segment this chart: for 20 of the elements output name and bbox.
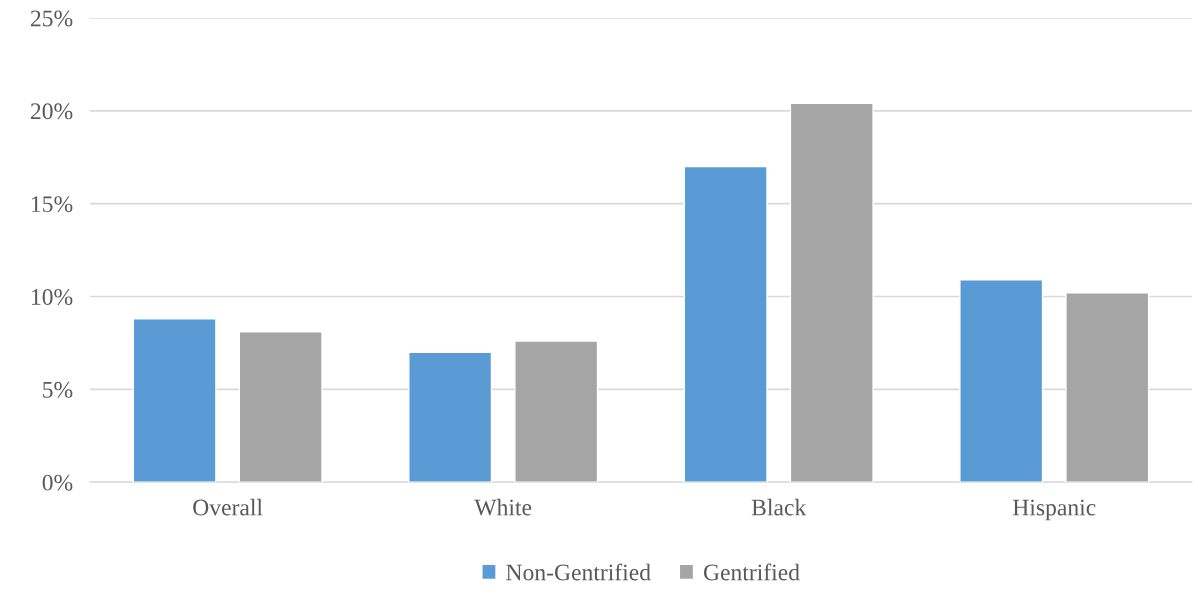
x-tick-label: White (474, 498, 532, 516)
y-tick-label: 10% (31, 289, 73, 306)
x-tick-label: Overall (193, 498, 263, 516)
bar (959, 279, 1044, 483)
y-tick-label: 20% (30, 103, 73, 120)
y-tick-label: 25% (30, 10, 73, 27)
y-tick-label: 15% (31, 196, 73, 213)
bar (132, 318, 217, 483)
legend-label: Non-Gentrified (506, 563, 651, 581)
bar (408, 351, 493, 483)
bar (514, 340, 599, 483)
x-tick-label: Black (751, 498, 807, 516)
bar (789, 102, 874, 483)
bar (683, 165, 768, 483)
y-tick-label: 5% (43, 381, 73, 398)
legend-label: Gentrified (703, 563, 800, 581)
x-tick-label: Hispanic (1012, 499, 1096, 521)
y-tick-label: 0% (42, 474, 73, 491)
bar (238, 331, 323, 483)
bar (1065, 292, 1150, 483)
